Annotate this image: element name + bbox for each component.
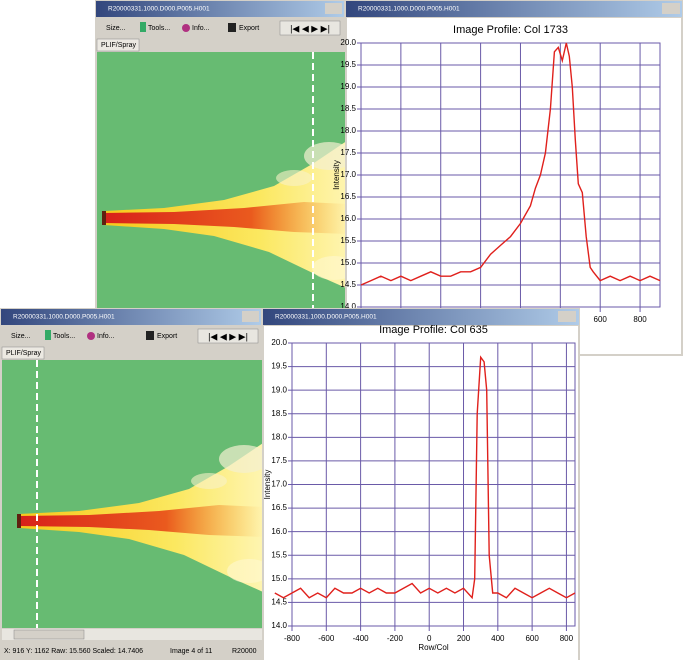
profile-chart: Image Profile: Col 635 14.0 14.5 15.0 15.5 16… (263, 324, 576, 652)
toolbar-button[interactable]: Size... (106, 25, 126, 32)
profile-chart: Image Profile: Col 1733 14.0 14.5 15.0 15.5 1… (332, 24, 661, 324)
x-tick-label: 800 (560, 634, 574, 643)
y-tick-label: 16.0 (271, 527, 287, 536)
window-title: R20000331.1000.D000.P005.H001 (13, 314, 115, 321)
y-tick-label: 16.0 (340, 214, 356, 223)
tab[interactable] (1, 346, 45, 360)
y-tick-label: 15.0 (340, 258, 356, 267)
y-tick-label: 17.0 (271, 480, 287, 489)
title-bar (263, 309, 579, 325)
chart-title: Image Profile: Col 1733 (453, 24, 568, 36)
profile-line (274, 355, 576, 600)
nav-buttons[interactable] (279, 20, 341, 36)
tab[interactable] (96, 38, 140, 52)
top-image-window: R20000331.1000.D000.P005.H001 Size... To… (95, 0, 345, 322)
y-tick-label: 16.5 (340, 192, 356, 201)
y-tick-label: 19.5 (340, 60, 356, 69)
x-tick-label: 800 (633, 315, 647, 324)
chart-background (347, 18, 681, 354)
nav-icons: |◀ ◀ ▶ ▶| (290, 23, 330, 33)
x-tick-label: 600 (594, 315, 608, 324)
y-tick-label: 15.5 (340, 236, 356, 245)
status-bar (2, 641, 262, 659)
window-title: R20000331.1000.D000.P005.H001 (108, 6, 210, 13)
tools-icon (45, 330, 51, 340)
x-tick-label: -400 (353, 634, 370, 643)
toolbar-button[interactable]: Export (157, 333, 177, 340)
tab-label[interactable]: PLIF/Spray (6, 350, 42, 357)
window-buttons[interactable] (558, 311, 576, 322)
y-tick-label: 18.0 (340, 126, 356, 135)
window-buttons[interactable] (662, 3, 680, 14)
y-tick-label: 14.5 (271, 598, 287, 607)
status-text: R20000 (232, 648, 257, 655)
title-bar (1, 309, 261, 325)
window-buttons[interactable] (242, 311, 259, 322)
toolbar: Size... Tools... Info... Export |◀ ◀ ▶ ▶… (11, 328, 259, 344)
plot-frame (291, 342, 576, 627)
chart-title: Image Profile: Col 635 (379, 324, 488, 336)
window-title: R20000331.1000.D000.P005.H001 (358, 6, 460, 13)
y-tick-label: 17.5 (271, 456, 287, 465)
status-text: Image 4 of 11 (170, 648, 212, 655)
toolbar-button[interactable]: Tools... (53, 333, 75, 340)
y-axis-label: Intensity (263, 470, 272, 500)
y-tick-label: 19.5 (271, 362, 287, 371)
nav-buttons[interactable] (197, 328, 259, 344)
x-tick-label: 0 (427, 634, 432, 643)
export-icon (146, 331, 154, 340)
chart-background (264, 326, 578, 660)
top-profile-window: R20000331.1000.D000.P005.H001 Image Prof… (332, 0, 683, 356)
x-tick-label: 400 (491, 634, 505, 643)
x-tick-label: 600 (525, 634, 539, 643)
toolbar: Size... Tools... Info... Export |◀ ◀ ▶ ▶… (106, 20, 341, 36)
plot-frame (360, 42, 661, 308)
x-tick-label: -800 (284, 634, 301, 643)
y-tick-label: 19.0 (271, 385, 287, 394)
profile-line (360, 42, 661, 286)
export-icon (228, 23, 236, 32)
title-bar (346, 1, 682, 17)
y-tick-label: 20.0 (271, 338, 287, 347)
y-tick-label: 14.0 (340, 302, 356, 311)
nav-icons: |◀ ◀ ▶ ▶| (208, 331, 248, 341)
x-axis-label: Row/Col (418, 643, 448, 652)
bottom-image-window: R20000331.1000.D000.P005.H001 Size... To… (0, 308, 262, 660)
x-tick-label: 200 (457, 634, 471, 643)
bottom-profile-window: R20000331.1000.D000.P005.H001 Image Prof… (262, 308, 580, 660)
toolbar-button[interactable]: Tools... (148, 25, 170, 32)
toolbar-button[interactable]: Export (239, 25, 259, 32)
y-axis-label: Intensity (332, 160, 341, 190)
y-tick-label: 18.5 (340, 104, 356, 113)
tab-label[interactable]: PLIF/Spray (101, 42, 137, 49)
y-tick-label: 20.0 (340, 38, 356, 47)
y-tick-label: 18.0 (271, 432, 287, 441)
toolbar-button[interactable]: Info... (192, 25, 210, 32)
x-tick-label: -600 (318, 634, 335, 643)
title-bar (96, 1, 344, 17)
y-tick-label: 19.0 (340, 82, 356, 91)
scroll-thumb[interactable] (13, 629, 85, 640)
x-tick-label: -200 (387, 634, 404, 643)
y-tick-label: 15.5 (271, 550, 287, 559)
info-icon (87, 332, 95, 340)
info-icon (182, 24, 190, 32)
y-tick-label: 17.0 (340, 170, 356, 179)
y-tick-label: 14.5 (340, 280, 356, 289)
y-tick-label: 14.0 (271, 621, 287, 630)
y-tick-label: 16.5 (271, 503, 287, 512)
toolbar-button[interactable]: Info... (97, 333, 115, 340)
y-tick-label: 18.5 (271, 409, 287, 418)
scrollbar[interactable] (2, 629, 262, 640)
toolbar-button[interactable]: Size... (11, 333, 31, 340)
window-buttons[interactable] (325, 3, 342, 14)
tools-icon (140, 22, 146, 32)
window-title: R20000331.1000.D000.P005.H001 (275, 314, 377, 321)
y-tick-label: 17.5 (340, 148, 356, 157)
status-text: X: 916 Y: 1162 Raw: 15.560 Scaled: 14.74… (4, 648, 143, 655)
y-tick-label: 15.0 (271, 574, 287, 583)
